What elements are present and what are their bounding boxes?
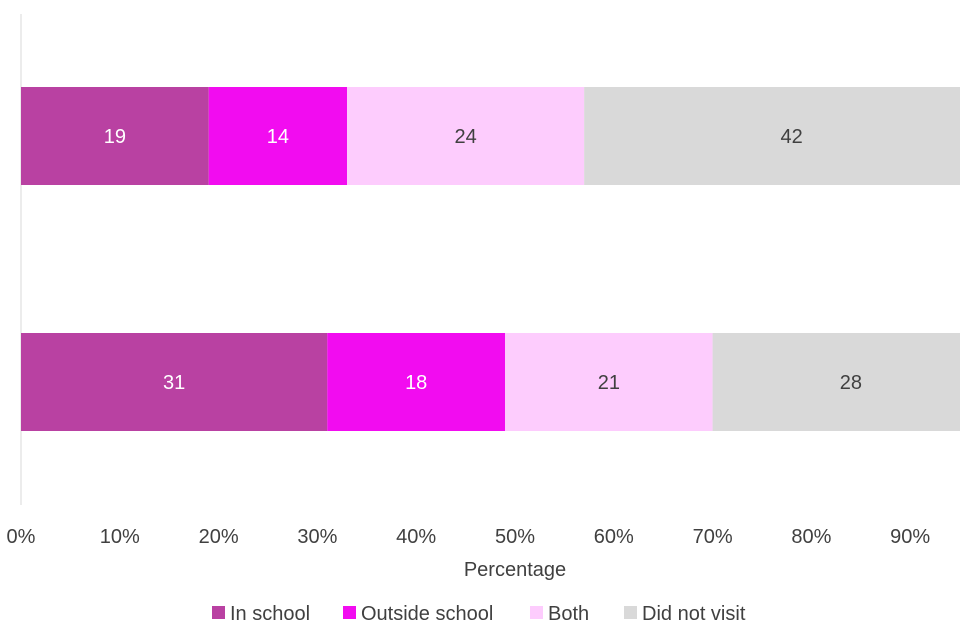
data-label-did-not-visit-row-1: 42 bbox=[781, 126, 803, 148]
legend-label-outside-school: Outside school bbox=[361, 603, 493, 625]
data-label-in-school-row-2: 31 bbox=[163, 372, 185, 394]
bar-segment-in-school-row-1 bbox=[21, 87, 209, 185]
data-label-did-not-visit-row-2: 28 bbox=[840, 372, 862, 394]
x-tick-label: 70% bbox=[693, 526, 733, 548]
legend-label-did-not-visit: Did not visit bbox=[642, 603, 746, 625]
data-label-outside-school-row-1: 14 bbox=[267, 126, 289, 148]
legend-swatch-outside-school bbox=[343, 606, 356, 619]
legend-swatch-did-not-visit bbox=[624, 606, 637, 619]
bar-segment-both-row-1 bbox=[347, 87, 585, 185]
x-tick-label: 30% bbox=[297, 526, 337, 548]
x-axis-ticks: 0% 10% 20% 30% 40% 50% 60% 70% 80% 90% bbox=[7, 526, 931, 548]
x-tick-label: 40% bbox=[396, 526, 436, 548]
bar-segment-in-school-row-2 bbox=[21, 333, 328, 431]
bars-group: 19 14 24 42 31 18 21 28 bbox=[21, 87, 960, 431]
bar-segment-did-not-visit-row-1 bbox=[584, 87, 960, 185]
data-label-in-school-row-1: 19 bbox=[104, 126, 126, 148]
legend-swatch-both bbox=[530, 606, 543, 619]
x-tick-label: 90% bbox=[890, 526, 930, 548]
x-tick-label: 50% bbox=[495, 526, 535, 548]
legend-label-both: Both bbox=[548, 603, 589, 625]
legend-label-in-school: In school bbox=[230, 603, 310, 625]
x-tick-label: 60% bbox=[594, 526, 634, 548]
data-label-outside-school-row-2: 18 bbox=[405, 372, 427, 394]
bar-segment-both-row-2 bbox=[505, 333, 713, 431]
bar-segment-outside-school-row-1 bbox=[208, 87, 348, 185]
x-tick-label: 20% bbox=[199, 526, 239, 548]
bar-segment-outside-school-row-2 bbox=[327, 333, 506, 431]
data-label-both-row-1: 24 bbox=[454, 126, 476, 148]
legend-swatch-in-school bbox=[212, 606, 225, 619]
x-tick-label: 0% bbox=[7, 526, 36, 548]
x-tick-label: 10% bbox=[100, 526, 140, 548]
x-axis-title: Percentage bbox=[464, 559, 566, 581]
bar-segment-did-not-visit-row-2 bbox=[712, 333, 960, 431]
x-tick-label: 80% bbox=[791, 526, 831, 548]
legend: In school Outside school Both Did not visit bbox=[212, 603, 746, 625]
data-label-both-row-2: 21 bbox=[598, 372, 620, 394]
